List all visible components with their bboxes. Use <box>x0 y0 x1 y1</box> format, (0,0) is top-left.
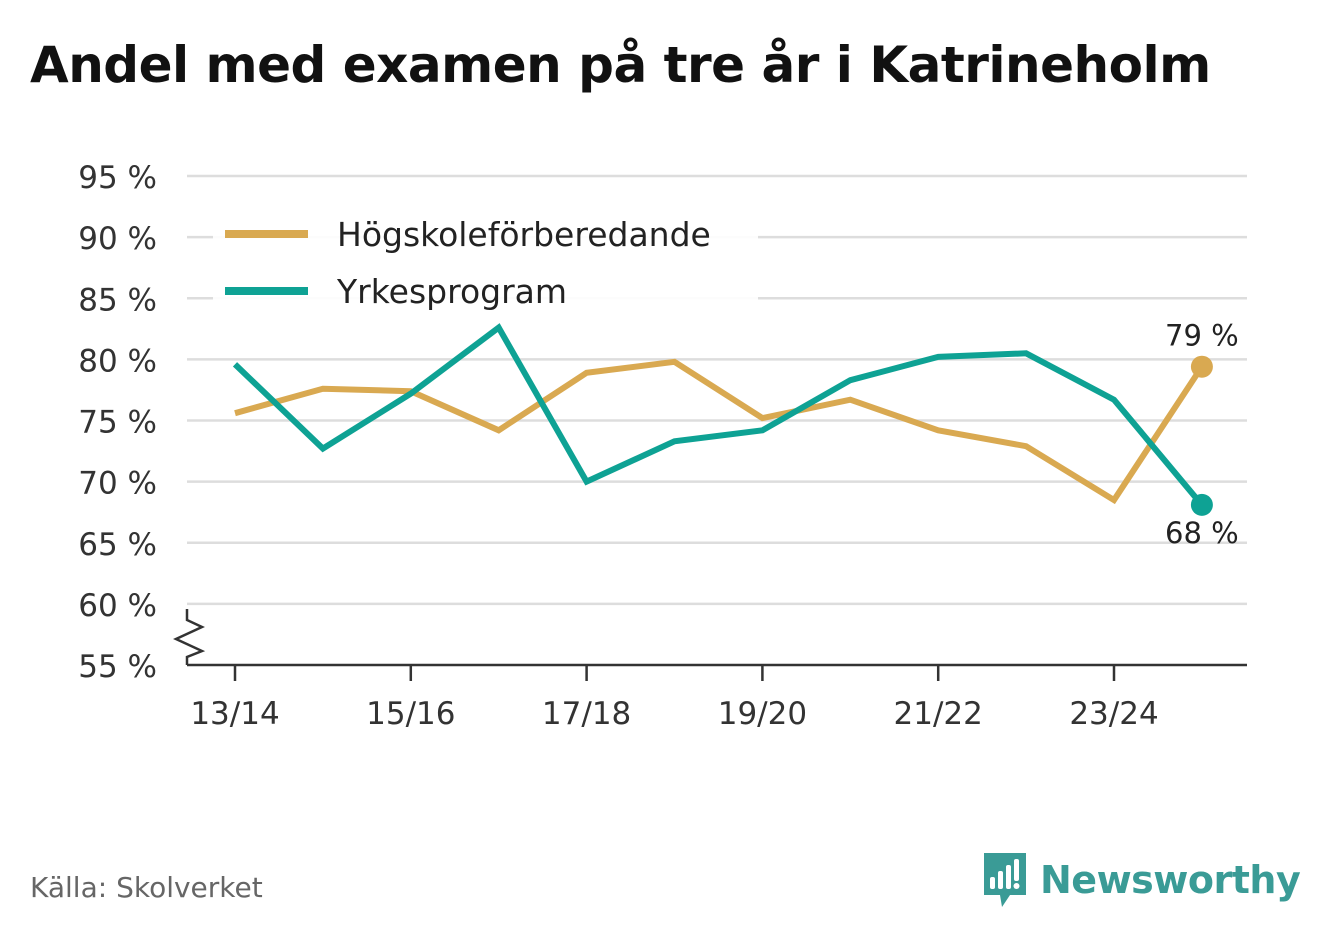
y-tick-label: 55 % <box>78 649 157 685</box>
series-line-1 <box>232 323 1205 507</box>
x-tick-label: 19/20 <box>718 696 807 732</box>
brand-logo: Newsworthy <box>980 848 1301 912</box>
series-line-0 <box>234 358 1205 505</box>
chart-title: Andel med examen på tre år i Katrineholm <box>30 36 1211 94</box>
x-tick-label: 17/18 <box>542 696 631 732</box>
y-tick-label: 75 % <box>78 405 157 441</box>
newsworthy-logo-icon <box>984 853 1026 907</box>
x-tick-label: 21/22 <box>894 696 983 732</box>
y-tick-label: 80 % <box>78 343 157 379</box>
end-point-marker <box>1190 493 1213 516</box>
legend-label: Högskoleförberedande <box>337 215 711 254</box>
end-value-label: 79 % <box>1165 319 1239 353</box>
y-tick-label: 70 % <box>78 466 157 502</box>
y-tick-label: 95 % <box>78 160 157 196</box>
legend-label: Yrkesprogram <box>336 272 567 311</box>
x-tick-label: 13/14 <box>190 696 279 732</box>
end-point-marker <box>1190 355 1213 378</box>
y-tick-label: 90 % <box>78 221 157 257</box>
y-tick-label: 85 % <box>78 282 157 318</box>
x-tick-label: 15/16 <box>366 696 455 732</box>
axis-break-icon <box>173 609 206 665</box>
y-tick-label: 60 % <box>78 588 157 624</box>
end-value-label: 68 % <box>1165 516 1239 550</box>
brand-name: Newsworthy <box>1040 858 1301 902</box>
x-tick-label: 23/24 <box>1069 696 1158 732</box>
source-label: Källa: Skolverket <box>30 871 263 904</box>
y-tick-label: 65 % <box>78 527 157 563</box>
